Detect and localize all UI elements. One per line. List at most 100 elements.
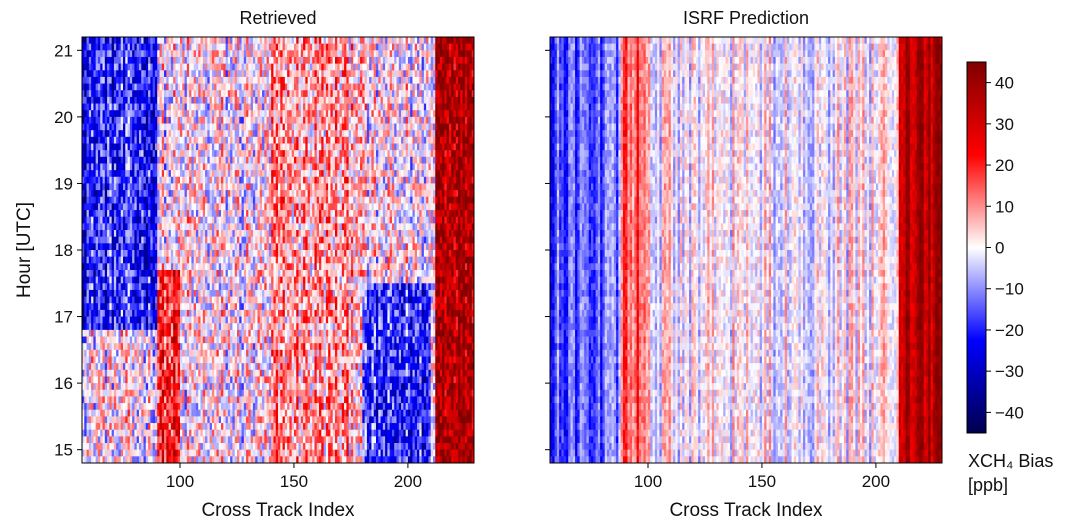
- heatmap-cell: [129, 56, 133, 65]
- heatmap-cell: [120, 196, 124, 204]
- heatmap-cell: [371, 83, 375, 91]
- heatmap-cell: [164, 130, 167, 138]
- heatmap-cell: [287, 163, 290, 171]
- heatmap-cell: [211, 116, 215, 124]
- heatmap-cell: [330, 123, 334, 131]
- heatmap-cell: [371, 70, 375, 78]
- heatmap-cell: [157, 76, 160, 84]
- heatmap-cell: [259, 43, 263, 51]
- heatmap-cell: [334, 90, 338, 98]
- heatmap-cell: [170, 96, 174, 104]
- heatmap-cell: [218, 37, 222, 45]
- heatmap-cell: [246, 216, 249, 224]
- heatmap-cell: [278, 223, 281, 231]
- heatmap-cell: [344, 143, 347, 151]
- heatmap-cell: [339, 43, 343, 51]
- heatmap-cell: [214, 116, 217, 124]
- heatmap-cell: [435, 110, 438, 118]
- heatmap-cell: [444, 116, 448, 124]
- heatmap-cell: [451, 96, 454, 104]
- heatmap-cell: [421, 210, 425, 218]
- heatmap-cell: [164, 163, 167, 171]
- heatmap-cell: [437, 163, 441, 171]
- heatmap-cell: [186, 37, 190, 45]
- heatmap-cell: [428, 143, 432, 151]
- heatmap-cell: [293, 63, 297, 71]
- heatmap-cell: [168, 210, 172, 218]
- heatmap-cell: [419, 110, 422, 118]
- heatmap-cell: [430, 156, 434, 164]
- heatmap-cell: [239, 103, 242, 111]
- heatmap-cell: [296, 56, 299, 65]
- heatmap-cell: [369, 123, 372, 131]
- heatmap-cell: [366, 183, 370, 191]
- heatmap-cell: [296, 203, 299, 211]
- heatmap-cell: [339, 216, 343, 224]
- heatmap-cell: [127, 130, 131, 138]
- heatmap-cell: [100, 96, 103, 104]
- heatmap-cell: [84, 96, 87, 104]
- heatmap-cell: [337, 130, 340, 138]
- heatmap-cell: [341, 116, 345, 124]
- heatmap-cell: [141, 90, 144, 98]
- heatmap-cell: [337, 156, 340, 164]
- heatmap-cell: [407, 50, 411, 58]
- heatmap-cell: [309, 143, 313, 151]
- heatmap-cell: [376, 50, 379, 58]
- heatmap-cell: [373, 63, 377, 71]
- heatmap-cell: [262, 183, 265, 191]
- heatmap-cell: [380, 56, 384, 65]
- heatmap-cell: [166, 216, 170, 224]
- heatmap-cell: [300, 163, 304, 171]
- heatmap-cell: [230, 130, 233, 138]
- heatmap-cell: [330, 96, 334, 104]
- heatmap-cell: [184, 163, 188, 171]
- heatmap-cell: [161, 170, 165, 178]
- heatmap-cell: [161, 90, 165, 98]
- heatmap-cell: [120, 150, 124, 158]
- heatmap-cell: [348, 50, 352, 58]
- heatmap-cell: [382, 130, 386, 138]
- heatmap-cell: [430, 150, 434, 158]
- heatmap-cell: [221, 216, 224, 224]
- heatmap-cell: [437, 116, 441, 124]
- heatmap-cell: [107, 216, 110, 224]
- heatmap-cell: [164, 203, 167, 211]
- heatmap-cell: [432, 116, 436, 124]
- heatmap-cell: [330, 210, 334, 218]
- heatmap-cell: [218, 203, 222, 211]
- heatmap-cell: [410, 183, 413, 191]
- heatmap-cell: [412, 63, 416, 71]
- heatmap-cell: [182, 43, 185, 51]
- heatmap-cell: [234, 150, 238, 158]
- heatmap-cell: [373, 203, 377, 211]
- heatmap-cell: [287, 136, 290, 144]
- heatmap-cell: [166, 116, 170, 124]
- heatmap-cell: [298, 216, 302, 224]
- heatmap-cell: [161, 43, 165, 51]
- heatmap-cell: [239, 37, 242, 45]
- heatmap-cell: [307, 76, 311, 84]
- heatmap-cell: [417, 63, 420, 71]
- heatmap-cell: [91, 110, 94, 118]
- heatmap-cell: [296, 196, 299, 204]
- heatmap-cell: [280, 90, 283, 98]
- heatmap-cell: [205, 70, 208, 78]
- heatmap-cell: [423, 203, 427, 211]
- heatmap-cell: [97, 83, 101, 91]
- heatmap-cell: [444, 183, 448, 191]
- heatmap-cell: [455, 130, 459, 138]
- heatmap-cell: [127, 163, 131, 171]
- heatmap-cell: [154, 150, 158, 158]
- heatmap-cell: [417, 196, 420, 204]
- heatmap-cell: [423, 90, 427, 98]
- heatmap-cell: [435, 210, 438, 218]
- heatmap-cell: [321, 170, 324, 178]
- heatmap-cell: [469, 110, 473, 118]
- heatmap-cell: [152, 83, 156, 91]
- heatmap-cell: [323, 37, 327, 45]
- heatmap-cell: [177, 76, 181, 84]
- heatmap-cell: [132, 190, 135, 198]
- heatmap-cell: [458, 123, 461, 131]
- heatmap-cell: [378, 196, 381, 204]
